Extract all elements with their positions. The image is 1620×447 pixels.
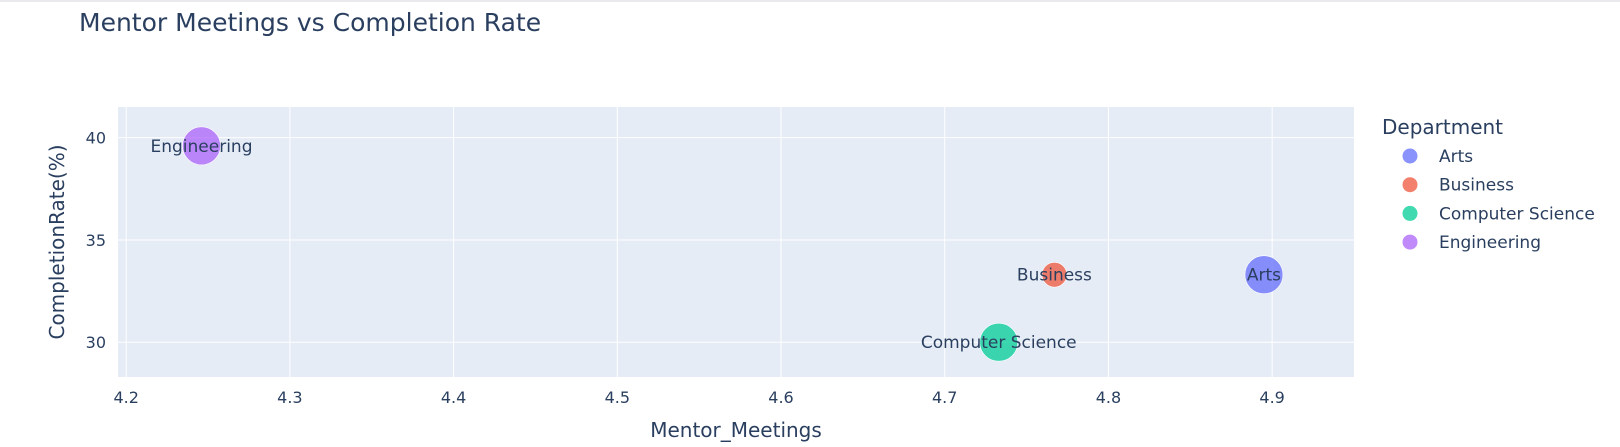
top-border — [0, 0, 1620, 2]
x-axis-ticks: 4.2 4.3 4.4 4.5 4.6 4.7 4.8 4.9 — [113, 388, 1284, 407]
y-axis-title: CompletionRate(%) — [45, 144, 69, 339]
x-tick-label: 4.9 — [1259, 388, 1284, 407]
x-tick-label: 4.2 — [113, 388, 138, 407]
point-arts[interactable] — [1244, 255, 1284, 295]
point-engineering[interactable] — [182, 126, 221, 166]
legend-marker — [1402, 177, 1418, 193]
point-computer-science[interactable] — [979, 322, 1019, 362]
legend-marker — [1402, 148, 1418, 164]
point-label: Engineering — [150, 137, 252, 157]
y-tick-label: 30 — [86, 333, 106, 352]
point-label: Arts — [1247, 266, 1281, 286]
chart-title: Mentor Meetings vs Completion Rate — [79, 8, 541, 37]
gridlines — [118, 107, 1354, 377]
legend-label[interactable]: Arts — [1439, 147, 1473, 167]
legend-marker — [1402, 234, 1418, 250]
point-label: Computer Science — [921, 333, 1077, 353]
x-tick-label: 4.4 — [441, 388, 466, 407]
x-tick-label: 4.7 — [932, 388, 957, 407]
legend-label[interactable]: Business — [1439, 176, 1514, 196]
legend-label[interactable]: Computer Science — [1439, 204, 1595, 224]
legend-label[interactable]: Engineering — [1439, 233, 1541, 253]
legend: Department Arts Business Computer Science E… — [1382, 115, 1595, 253]
x-axis-title: Mentor_Meetings — [650, 418, 822, 442]
x-tick-label: 4.5 — [605, 388, 630, 407]
legend-items: Arts Business Computer Science Engineering — [1402, 147, 1595, 253]
y-tick-label: 35 — [86, 231, 106, 250]
point-business[interactable] — [1041, 262, 1068, 288]
x-tick-label: 4.8 — [1096, 388, 1121, 407]
x-tick-label: 4.6 — [768, 388, 793, 407]
y-tick-label: 40 — [86, 129, 106, 148]
legend-title: Department — [1382, 115, 1503, 139]
x-tick-label: 4.3 — [277, 388, 302, 407]
y-axis-ticks: 30 35 40 — [86, 129, 106, 353]
data-points: Arts Business Computer Science Engineering — [150, 126, 1284, 362]
point-label: Business — [1017, 266, 1092, 286]
legend-marker — [1402, 205, 1418, 221]
plot-area — [118, 107, 1354, 377]
